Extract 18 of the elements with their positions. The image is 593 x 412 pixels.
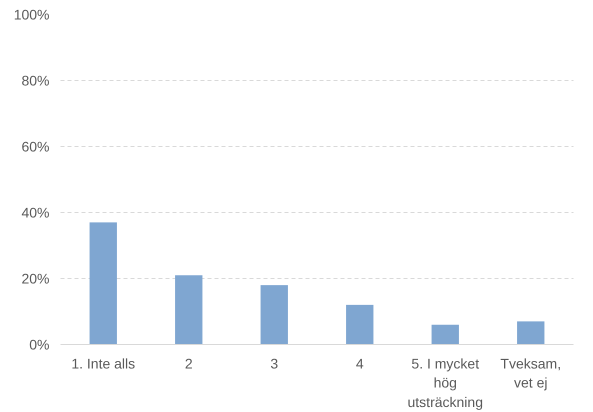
bar [90, 222, 117, 344]
bar [432, 324, 459, 344]
y-tick-label: 40% [21, 204, 50, 220]
x-tick-label: 3 [270, 356, 278, 372]
x-tick-label: 1. Inte alls [71, 356, 136, 372]
bar [175, 275, 202, 344]
y-tick-label: 0% [29, 336, 50, 352]
y-tick-label: 100% [14, 6, 50, 22]
x-tick-label: Tveksam, vet ej [500, 356, 562, 391]
bar [517, 321, 544, 344]
y-tick-label: 60% [21, 138, 50, 154]
y-tick-label: 20% [21, 270, 50, 286]
x-tick-label: 5. I mycket hög utsträckning [408, 356, 483, 410]
bar [260, 285, 288, 344]
bar [346, 304, 374, 344]
x-tick-label: 4 [356, 356, 364, 372]
y-tick-label: 80% [21, 72, 50, 88]
x-tick-label: 2 [184, 356, 193, 372]
